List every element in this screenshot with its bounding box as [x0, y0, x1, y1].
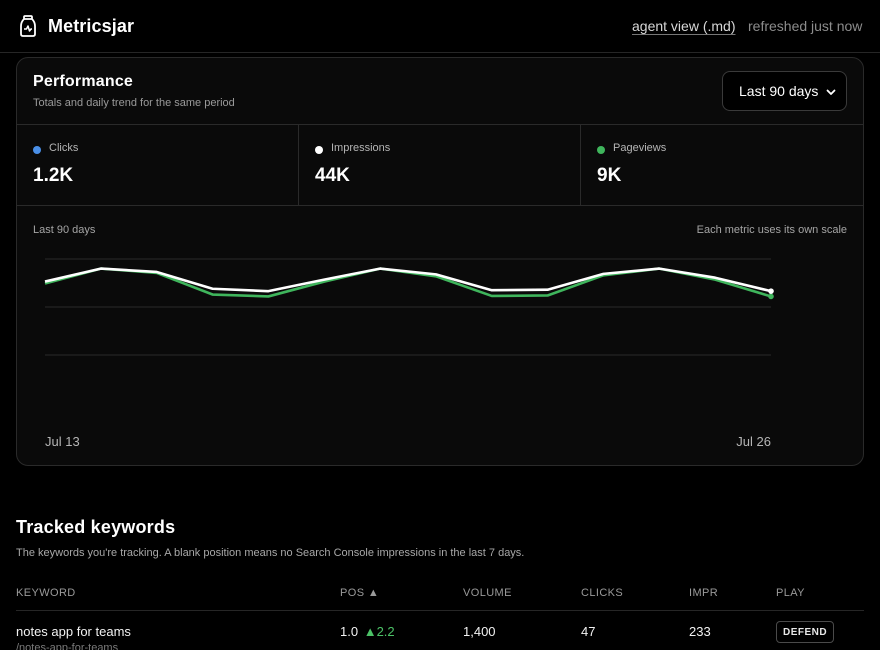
- column-header-impr[interactable]: IMPR: [689, 587, 719, 599]
- column-header-keyword[interactable]: KEYWORD: [16, 587, 76, 599]
- agent-view-link[interactable]: agent view (.md): [632, 18, 736, 34]
- series-end-point-pageviews: [768, 293, 774, 300]
- metric-label: Impressions: [331, 142, 391, 154]
- chart-period-label: Last 90 days: [33, 224, 96, 236]
- trend-chart: Jul 13 Jul 26: [44, 258, 774, 449]
- performance-card: Performance Totals and daily trend for t…: [16, 57, 864, 466]
- metric-value: 44K: [315, 165, 350, 186]
- volume-cell: 1,400: [463, 624, 496, 639]
- column-header-pos[interactable]: POS ▲: [340, 587, 380, 599]
- impressions-dot: [315, 146, 323, 154]
- series-line-impressions: [44, 267, 772, 293]
- position-value: 1.0: [340, 624, 359, 639]
- metric-label: Clicks: [49, 142, 79, 154]
- chevron-down-icon: [825, 85, 837, 97]
- keywords-title: Tracked keywords: [16, 517, 176, 537]
- x-tick-label: Jul 26: [736, 434, 771, 449]
- metric-clicks[interactable]: Clicks 1.2K: [17, 125, 299, 205]
- keywords-subtitle: The keywords you're tracking. A blank po…: [16, 547, 525, 559]
- x-tick-label: Jul 13: [45, 434, 80, 449]
- position-delta: ▲2.2: [363, 624, 395, 639]
- clicks-dot: [33, 146, 41, 154]
- chart-scale-note: Each metric uses its own scale: [696, 224, 847, 236]
- metric-label: Pageviews: [613, 142, 667, 154]
- keyword-path: /notes-app-for-teams: [16, 642, 119, 650]
- refresh-status: refreshed just now: [748, 18, 863, 34]
- metric-value: 9K: [597, 165, 622, 186]
- metric-impressions[interactable]: Impressions 44K: [299, 125, 581, 205]
- column-header-clicks[interactable]: CLICKS: [581, 587, 624, 599]
- impressions-cell: 233: [689, 624, 711, 639]
- keyword-cell[interactable]: notes app for teams: [16, 624, 131, 639]
- jar-icon: [18, 14, 38, 38]
- metric-value: 1.2K: [33, 165, 74, 186]
- date-range-select[interactable]: Last 90 days: [722, 71, 847, 111]
- pageviews-dot: [597, 146, 605, 154]
- date-range-value: Last 90 days: [739, 83, 819, 99]
- series-end-point-impressions: [768, 288, 774, 294]
- top-bar: Metricsjar agent view (.md) refreshed ju…: [0, 0, 880, 53]
- metric-pageviews[interactable]: Pageviews 9K: [581, 125, 863, 205]
- column-header-volume[interactable]: VOLUME: [463, 587, 512, 599]
- performance-title: Performance: [33, 73, 134, 90]
- brand[interactable]: Metricsjar: [18, 14, 134, 38]
- play-badge[interactable]: DEFEND: [776, 621, 835, 643]
- performance-subtitle: Totals and daily trend for the same peri…: [33, 97, 235, 109]
- table-header-divider: [16, 610, 864, 611]
- metrics-row: Clicks 1.2K Impressions 44K Pageviews 9K: [17, 124, 863, 206]
- clicks-cell: 47: [581, 624, 596, 639]
- position-cell: 1.0 ▲2.2: [340, 624, 395, 639]
- column-header-play[interactable]: PLAY: [776, 587, 805, 599]
- app-name: Metricsjar: [48, 15, 135, 36]
